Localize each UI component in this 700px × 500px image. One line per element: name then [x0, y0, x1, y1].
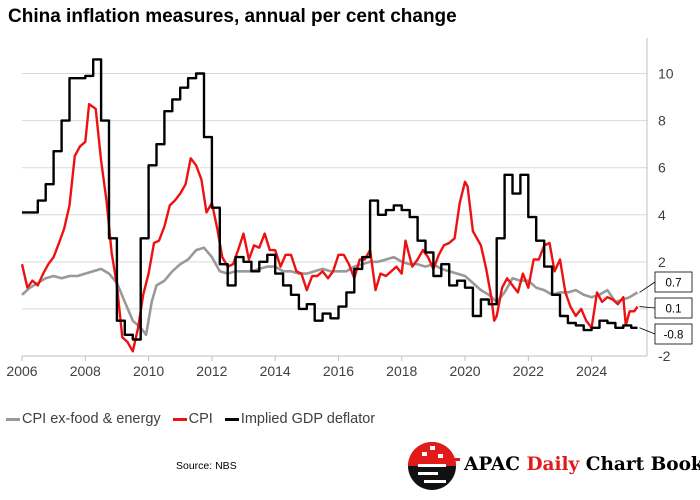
y-tick-label: -2	[658, 348, 671, 364]
legend-label-cpi: CPI	[188, 411, 213, 427]
y-tick-label: 4	[658, 207, 666, 223]
x-tick-label: 2020	[449, 363, 480, 379]
series-lines	[20, 58, 639, 353]
end-label-leader	[639, 306, 656, 309]
x-tick-label: 2024	[576, 363, 607, 379]
core-cpi-line	[21, 246, 639, 337]
x-tick-label: 2022	[513, 363, 544, 379]
end-label-box	[654, 323, 693, 345]
y-tick-label: 8	[658, 113, 666, 129]
legend-label-gdp-deflator: Implied GDP deflator	[240, 411, 376, 427]
y-tick-label: 10	[658, 66, 674, 82]
x-axis: 2006 2008 2010 2012 2014 2016 2018 2020 2022 2024	[6, 355, 647, 379]
legend: CPI ex-food & energy CPI Implied GDP def…	[6, 411, 381, 427]
legend-item-gdp-deflator: Implied GDP deflator	[224, 411, 376, 427]
end-label-box	[654, 271, 693, 293]
source-note: Source: NBS	[176, 460, 237, 472]
legend-label-core-cpi: CPI ex-food & energy	[22, 411, 161, 427]
brand-name: APAC Daily Chart Book	[464, 454, 700, 475]
end-label-value: 0.1	[666, 304, 682, 316]
end-label-value: -0.8	[664, 330, 684, 342]
end-label-leader	[639, 281, 656, 293]
brand-chart-book: Chart Book	[579, 454, 700, 475]
y-tick-label: 2	[658, 254, 666, 270]
legend-swatch-gdp-deflator	[224, 417, 239, 421]
x-tick-label: 2010	[133, 363, 164, 379]
y-tick-label: 6	[658, 160, 666, 176]
end-label-box	[654, 297, 693, 319]
brand-apac: APAC	[464, 454, 527, 475]
end-label-value: 0.7	[666, 278, 682, 290]
gdp-deflator-line	[22, 58, 638, 341]
cpi-line	[20, 102, 639, 353]
x-tick-label: 2008	[70, 363, 101, 379]
x-tick-label: 2018	[386, 363, 417, 379]
chart-title: China inflation measures, annual per cen…	[8, 6, 457, 27]
end-label-leader	[639, 327, 656, 335]
x-tick-label: 2016	[323, 363, 354, 379]
legend-swatch-cpi	[172, 417, 187, 421]
x-tick-label: 2014	[260, 363, 291, 379]
legend-swatch-core-cpi	[6, 417, 20, 421]
x-tick-label: 2012	[196, 363, 227, 379]
legend-item-cpi: CPI	[172, 411, 213, 427]
end-labels: 0.7 0.1 -0.8	[639, 271, 693, 345]
brand-daily: Daily	[526, 454, 580, 475]
legend-item-core-cpi: CPI ex-food & energy	[6, 411, 161, 427]
brand-logo: APAC Daily Chart Book	[404, 438, 700, 494]
x-tick-label: 2006	[6, 363, 37, 379]
brand-mark-icon	[408, 442, 460, 490]
